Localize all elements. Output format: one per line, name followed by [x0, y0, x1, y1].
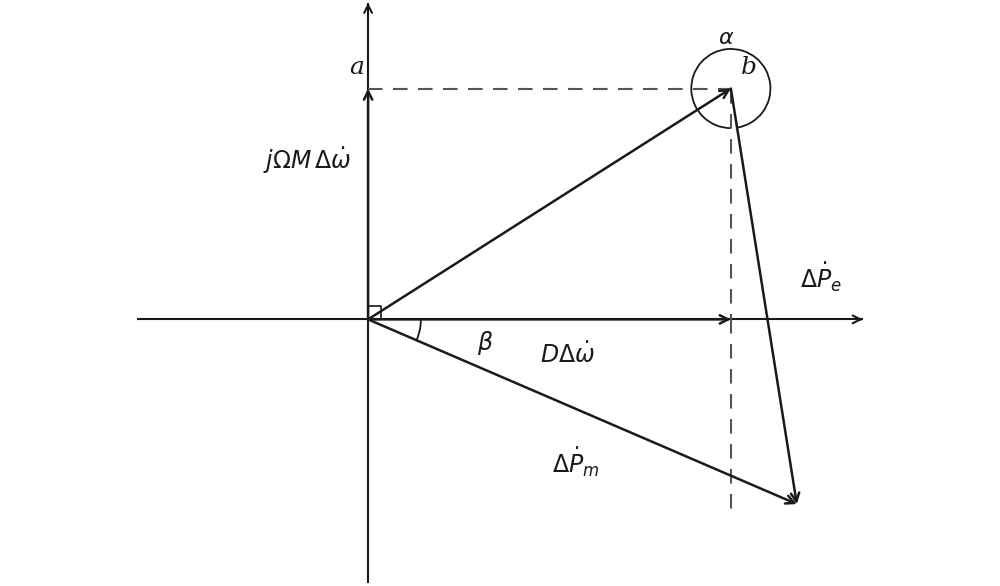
- Text: $D\Delta\dot{\omega}$: $D\Delta\dot{\omega}$: [540, 342, 595, 368]
- Text: $\Delta\dot{P}_m$: $\Delta\dot{P}_m$: [552, 445, 600, 479]
- Text: $\beta$: $\beta$: [477, 329, 493, 357]
- Text: $\Delta\dot{P}_e$: $\Delta\dot{P}_e$: [800, 260, 842, 294]
- Text: $j\Omega M\,\Delta\dot{\omega}$: $j\Omega M\,\Delta\dot{\omega}$: [263, 146, 352, 176]
- Text: a: a: [349, 56, 364, 79]
- Text: $\alpha$: $\alpha$: [718, 27, 735, 49]
- Text: b: b: [741, 56, 757, 79]
